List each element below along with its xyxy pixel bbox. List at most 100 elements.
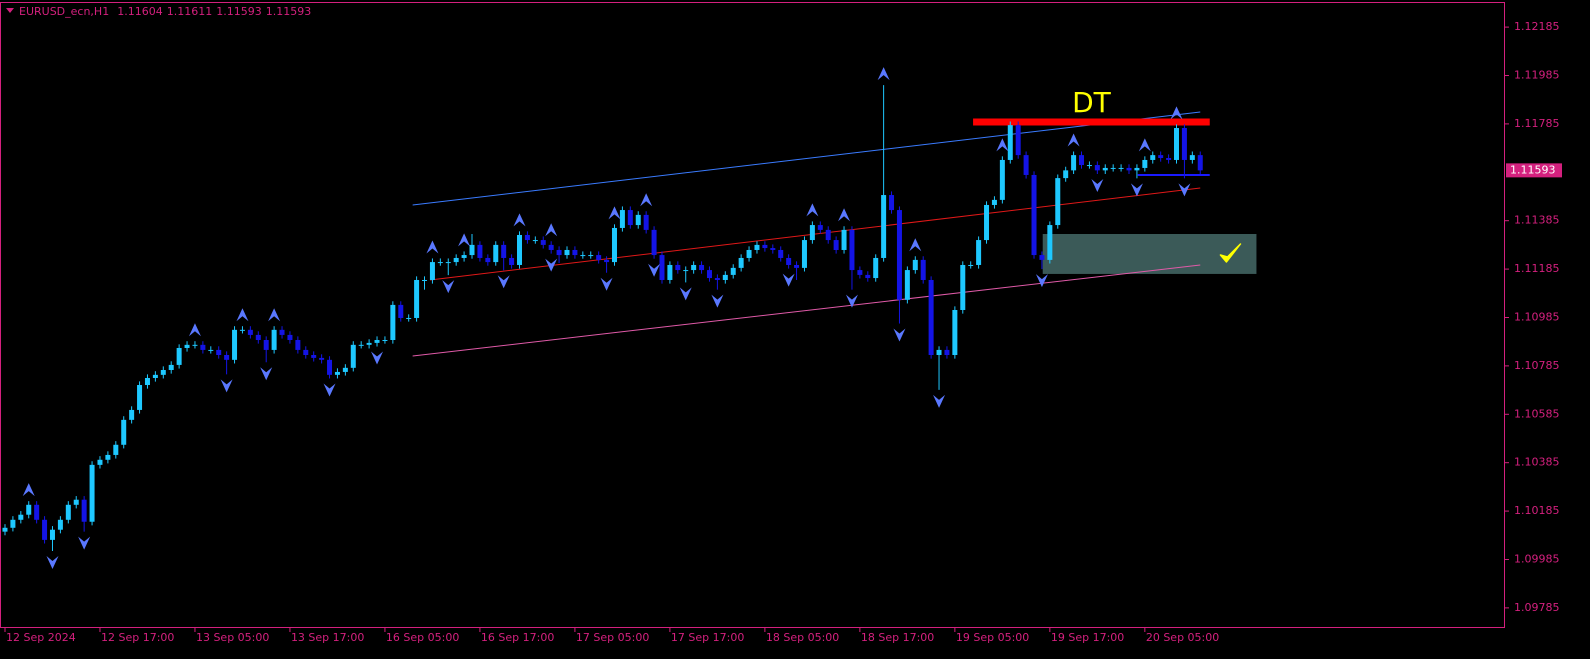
candle-body: [49, 529, 55, 540]
candle-body: [524, 234, 530, 241]
candle-body: [26, 504, 32, 515]
candle-body: [311, 355, 317, 358]
candle-body: [232, 329, 238, 360]
candle-body: [540, 240, 546, 245]
candle-body: [319, 357, 325, 360]
up-arrow: [608, 206, 621, 220]
up-arrow: [1138, 138, 1151, 152]
candle-body: [651, 229, 657, 256]
candle-body: [1023, 155, 1029, 175]
up-arrow: [545, 223, 558, 237]
candle-body: [960, 264, 966, 310]
candle-body: [738, 257, 744, 268]
candle-body: [1086, 165, 1092, 167]
down-arrow: [46, 556, 59, 570]
candle-body: [699, 264, 705, 271]
y-tick-label: 1.11385: [1514, 214, 1560, 227]
candle-body: [817, 225, 823, 230]
candle-body: [1055, 178, 1061, 226]
down-arrow: [371, 351, 384, 365]
up-arrow: [640, 193, 653, 207]
x-tick-label: 17 Sep 17:00: [671, 631, 744, 644]
candle-body: [1134, 167, 1140, 171]
candle-body: [683, 270, 689, 272]
candle-body: [667, 264, 673, 280]
candle-body: [904, 270, 910, 300]
candle-body: [477, 244, 483, 258]
down-arrow: [648, 263, 661, 277]
candle-body: [1174, 128, 1180, 160]
candle-body: [350, 344, 356, 368]
candle-body: [1118, 167, 1124, 169]
candle-body: [976, 240, 982, 265]
down-arrow: [679, 287, 692, 301]
x-tick-label: 19 Sep 05:00: [956, 631, 1029, 644]
candle-body: [200, 344, 206, 350]
candle-body: [952, 309, 958, 356]
candle-body: [287, 334, 293, 340]
candle-body: [414, 279, 420, 318]
down-arrow: [260, 367, 273, 381]
y-tick-label: 1.11785: [1514, 117, 1560, 130]
up-arrow: [838, 208, 851, 222]
up-arrow: [1067, 133, 1080, 147]
candle-body: [1039, 255, 1045, 260]
candle-body: [224, 355, 230, 360]
candle-body: [176, 347, 182, 365]
candle-body: [437, 262, 443, 264]
x-tick-label: 16 Sep 17:00: [481, 631, 554, 644]
candle-body: [912, 259, 918, 271]
candle-body: [184, 344, 190, 348]
candle-body: [833, 240, 839, 250]
candle-body: [604, 259, 610, 263]
candle-body: [34, 504, 40, 520]
candle-body: [714, 278, 720, 280]
up-arrow: [513, 213, 526, 227]
candle-body: [865, 274, 871, 279]
candle-body: [429, 262, 435, 280]
candle-body: [303, 349, 309, 356]
candle-body: [263, 339, 269, 350]
x-tick-label: 20 Sep 05:00: [1146, 631, 1219, 644]
candle-body: [556, 249, 562, 256]
down-arrow: [711, 294, 724, 308]
y-tick-label: 1.11985: [1514, 69, 1560, 82]
candle-body: [1031, 174, 1037, 256]
candle-body: [999, 159, 1005, 200]
down-arrow: [1035, 274, 1048, 288]
candle-body: [216, 349, 222, 356]
candle-body: [786, 257, 792, 265]
candle-body: [1063, 170, 1069, 179]
candle-body: [390, 304, 396, 340]
candle-body: [532, 240, 538, 242]
candle-body: [422, 279, 428, 281]
candle-body: [920, 259, 926, 280]
y-tick-label: 1.09985: [1514, 552, 1560, 565]
candle-body: [342, 367, 348, 372]
price-label-box: [1506, 163, 1562, 178]
candle-body: [137, 385, 143, 410]
candle-body: [991, 199, 997, 205]
candle-body: [501, 244, 507, 258]
candle-body: [366, 342, 372, 345]
candle-body: [1158, 155, 1164, 159]
candle-body: [168, 364, 174, 371]
candle-body: [152, 374, 158, 378]
candle-body: [643, 214, 649, 230]
candle-body: [580, 255, 586, 257]
candle-body: [849, 229, 855, 271]
candle-body: [778, 249, 784, 258]
candle-body: [722, 274, 728, 280]
candle-body: [1102, 167, 1108, 171]
candle-body: [730, 267, 736, 275]
candle-body: [97, 459, 103, 465]
candle-body: [801, 240, 807, 268]
candle-body: [572, 249, 578, 256]
candle-body: [121, 419, 127, 445]
candle-body: [461, 255, 467, 258]
candle-body: [255, 334, 261, 340]
candle-body: [113, 444, 119, 455]
down-arrow: [545, 258, 558, 272]
candle-body: [247, 329, 253, 335]
